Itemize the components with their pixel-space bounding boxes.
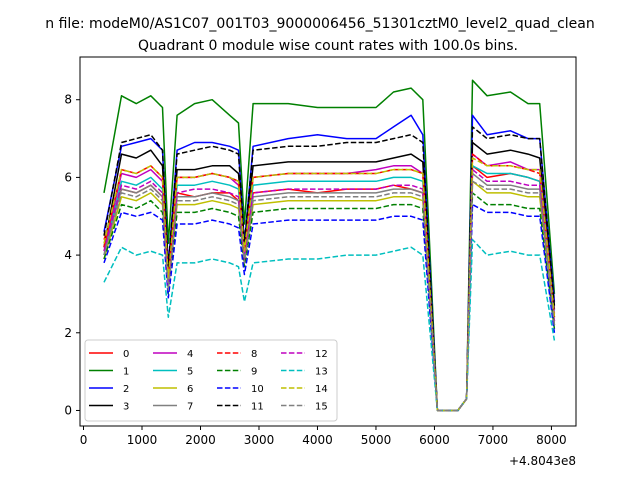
y-tick-label: 2 [64, 326, 72, 340]
series-line-1 [103, 79, 556, 412]
legend-label-15: 15 [315, 402, 328, 413]
series-line-14 [103, 157, 556, 412]
legend-label-6: 6 [187, 384, 193, 395]
y-tick-label: 0 [64, 403, 72, 417]
y-axis: 0 2 4 6 8 [64, 93, 80, 417]
legend-label-9: 9 [251, 367, 257, 378]
x-tick-label: 1000 [127, 433, 158, 447]
y-tick-label: 8 [64, 93, 72, 107]
legend-label-7: 7 [187, 402, 193, 413]
legend-label-11: 11 [251, 402, 264, 413]
x-offset-text: +4.8043e8 [509, 454, 576, 468]
x-tick-label: 6000 [419, 433, 450, 447]
x-axis: 0 1000 2000 3000 4000 5000 6000 7000 8000 [80, 426, 567, 447]
x-tick-label: 0 [80, 433, 88, 447]
series-line-11 [103, 126, 556, 412]
legend-label-12: 12 [315, 349, 328, 360]
legend-label-3: 3 [123, 402, 129, 413]
legend-label-4: 4 [187, 349, 193, 360]
plot-frame [79, 56, 577, 427]
legend-label-2: 2 [123, 384, 129, 395]
series-line-15 [103, 180, 556, 412]
series-line-10 [103, 203, 556, 412]
legend-label-1: 1 [123, 367, 129, 378]
y-tick-label: 4 [64, 248, 72, 262]
legend-label-5: 5 [187, 367, 193, 378]
series-line-8 [103, 153, 556, 412]
legend-label-13: 13 [315, 367, 328, 378]
legend-label-8: 8 [251, 349, 257, 360]
y-tick-label: 6 [64, 170, 72, 184]
figure-suptitle: n file: modeM0/AS1C07_001T03_9000006456_… [45, 16, 594, 32]
x-tick-label: 2000 [185, 433, 216, 447]
legend-label-14: 14 [315, 384, 328, 395]
legend-label-10: 10 [251, 384, 264, 395]
x-tick-label: 4000 [302, 433, 333, 447]
chart-title: Quadrant 0 module wise count rates with … [138, 38, 518, 54]
legend-box [84, 339, 338, 422]
x-tick-label: 3000 [244, 433, 275, 447]
x-tick-label: 8000 [536, 433, 567, 447]
x-tick-label: 7000 [478, 433, 509, 447]
series-layer [103, 79, 556, 412]
legend-label-0: 0 [123, 349, 129, 360]
x-tick-label: 5000 [361, 433, 392, 447]
series-line-13 [103, 238, 556, 412]
